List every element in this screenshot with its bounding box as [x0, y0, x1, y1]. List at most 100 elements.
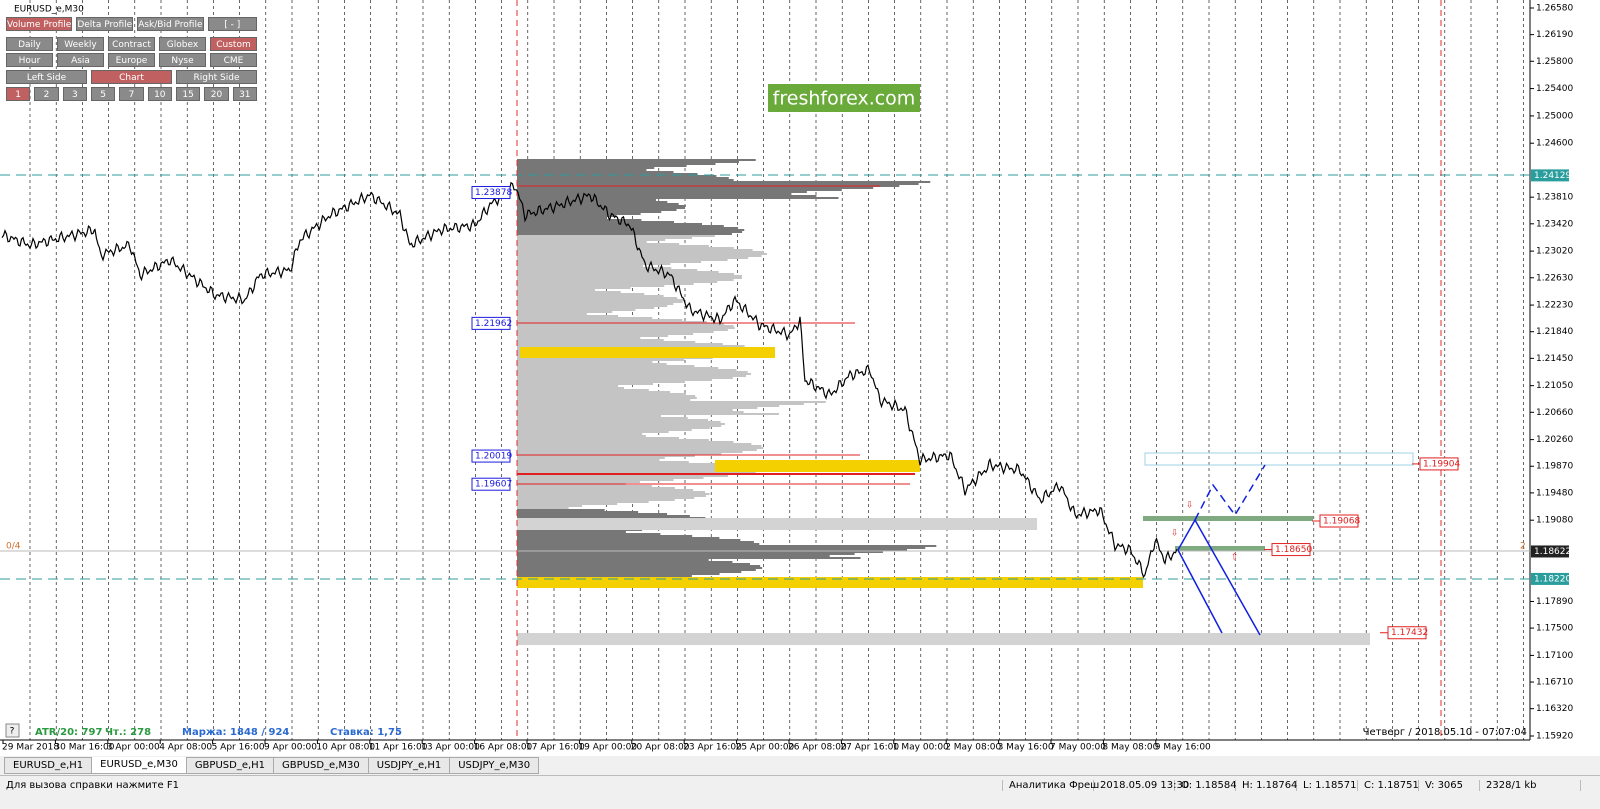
time-label: 30 Mar 16:00 — [54, 743, 114, 753]
toolbar-button[interactable]: 3 — [62, 87, 87, 101]
price-label: 1.22630 — [1536, 273, 1573, 283]
status-field: Для вызова справки нажмите F1 — [0, 779, 1003, 791]
level-box — [1387, 626, 1427, 640]
price-label: 1.21840 — [1536, 327, 1573, 337]
toolbar-button[interactable]: 2 — [34, 87, 59, 101]
time-label: 19 Apr 00:00 — [578, 743, 637, 753]
chart-tab[interactable]: GBPUSD_e,M30 — [273, 757, 369, 774]
toolbar-row: Volume Profile Delta Profile Ask/Bid Profi… — [6, 17, 257, 31]
toolbar-button[interactable]: Volume Profile — [6, 17, 73, 31]
toolbar-button[interactable]: 1 — [6, 87, 31, 101]
price-label: 1.20260 — [1536, 435, 1573, 445]
toolbar-button[interactable]: Hour — [6, 53, 53, 67]
time-label: 1 May 00:00 — [893, 743, 949, 753]
price-label: 1.26190 — [1536, 30, 1573, 40]
toolbar-button[interactable]: Weekly — [57, 37, 104, 51]
time-label: 23 Apr 16:00 — [683, 743, 742, 753]
rate: Ставка: 1,75 — [330, 727, 402, 738]
level-label: 1.19607 — [475, 480, 512, 490]
status-field: L: 1.18571 — [1297, 779, 1358, 791]
toolbar-button[interactable]: Contract — [108, 37, 155, 51]
price-label: 1.17100 — [1536, 651, 1573, 661]
status-field: H: 1.18764 — [1236, 779, 1297, 791]
level-label: 1.19068 — [1323, 517, 1360, 527]
time-label: 27 Apr 16:00 — [840, 743, 899, 753]
price-marker-label: 1.24129 — [1534, 171, 1571, 181]
level-label: 1.23878 — [475, 188, 512, 198]
level-box — [471, 316, 511, 330]
chart-tab[interactable]: GBPUSD_e,H1 — [185, 757, 275, 774]
time-label: 13 Apr 00:00 — [421, 743, 480, 753]
level-label: 1.19904 — [1423, 459, 1460, 469]
tabs: EURUSD_e,H1 EURUSD_e,M30 GBPUSD_e,H1 GBPUSD… — [4, 757, 540, 774]
time-label: 26 Apr 08:00 — [788, 743, 847, 753]
price-label: 1.16320 — [1536, 704, 1573, 714]
svg-text:⇩: ⇩ — [1186, 501, 1194, 511]
price-label: 1.20660 — [1536, 408, 1573, 418]
toolbar-button[interactable]: Nyse — [159, 53, 206, 67]
toolbar-button[interactable]: 31 — [232, 87, 257, 101]
level-box — [471, 449, 511, 463]
toolbar-button[interactable]: 5 — [90, 87, 116, 101]
toolbar-button[interactable]: 15 — [175, 87, 201, 101]
price-marker — [1531, 545, 1569, 558]
price-label: 1.21050 — [1536, 381, 1573, 391]
price-label: 1.19080 — [1536, 516, 1573, 526]
chart-tab[interactable]: EURUSD_e,M30 — [91, 757, 187, 774]
price-label: 1.17890 — [1536, 597, 1573, 607]
time-label: 9 Apr 00:00 — [264, 743, 317, 753]
price-label: 1.17500 — [1536, 624, 1573, 634]
price-label: 1.16710 — [1536, 678, 1573, 688]
toolbar-button[interactable]: CME — [210, 53, 257, 67]
time-label: 20 Apr 08:00 — [631, 743, 690, 753]
time-label: 3 May 16:00 — [998, 743, 1054, 753]
toolbar-button[interactable]: Chart — [91, 70, 172, 84]
chart-tab[interactable]: USDJPY_e,M30 — [449, 757, 540, 774]
toolbar-button[interactable]: 10 — [147, 87, 172, 101]
level-box — [1319, 514, 1359, 528]
toolbar-button[interactable]: Ask/Bid Profile — [137, 17, 204, 31]
price-marker-label: 1.18622 — [1534, 547, 1571, 557]
svg-text:⇧: ⇧ — [1231, 553, 1239, 563]
status-bar: Для вызова справки нажмите F1 Аналитика Ф… — [0, 775, 1600, 794]
thu-stat: Чт.: 278 — [105, 727, 151, 738]
time-label: 17 Apr 16:00 — [526, 743, 585, 753]
toolbar-button[interactable]: Custom — [210, 37, 257, 51]
price-label: 1.25800 — [1536, 57, 1573, 67]
price-label: 1.22230 — [1536, 301, 1573, 311]
chart-tab[interactable]: EURUSD_e,H1 — [4, 757, 93, 774]
level-box — [471, 477, 511, 491]
svg-text:⇩: ⇩ — [1171, 529, 1179, 539]
toolbar-button[interactable]: Daily — [6, 37, 53, 51]
status-field: 2018.05.09 13:30 — [1094, 779, 1189, 791]
toolbar-button[interactable]: Europe — [108, 53, 155, 67]
level-box — [1419, 457, 1459, 471]
price-axis-bg — [1530, 0, 1600, 756]
help-button[interactable] — [5, 723, 20, 738]
toolbar-button[interactable]: [ - ] — [207, 17, 257, 31]
help-label[interactable]: ? — [10, 727, 15, 737]
status-field: O: 1.18584 — [1175, 779, 1237, 791]
time-label: 7 May 00:00 — [1050, 743, 1106, 753]
watermark: freshforex.com — [773, 88, 916, 110]
toolbar-button[interactable]: Asia — [57, 53, 104, 67]
toolbar-row: 1 2 3 5 7 10 15 20 31 — [6, 87, 257, 101]
level-box — [1271, 543, 1311, 557]
toolbar-button[interactable]: 7 — [119, 87, 144, 101]
toolbar-button[interactable]: Left Side — [6, 70, 87, 84]
price-label: 1.19480 — [1536, 488, 1573, 498]
toolbar-button[interactable]: Right Side — [176, 70, 257, 84]
toolbar-button[interactable]: 20 — [204, 87, 229, 101]
counter: 0/4 — [6, 542, 21, 552]
chart-tab[interactable]: USDJPY_e,H1 — [367, 757, 451, 774]
labels: 1.26580 1.26190 1.25800 1.25400 1.25000 1.246… — [2, 4, 1573, 753]
toolbar-button[interactable]: Delta Profile — [76, 17, 134, 31]
toolbar-button[interactable]: Globex — [159, 37, 206, 51]
price-label: 1.23420 — [1536, 219, 1573, 229]
time-label: 9 May 16:00 — [1155, 743, 1211, 753]
toolbar-row: Daily Weekly Contract Globex Custom — [6, 37, 257, 51]
time-label: 8 May 08:00 — [1102, 743, 1158, 753]
status-field: Аналитика Фреш — [1003, 779, 1099, 791]
price-label: 1.23810 — [1536, 193, 1573, 203]
chart-window: ⇩⇩⇧ 1.265801.261901.258001.254001.250001… — [0, 0, 1600, 756]
